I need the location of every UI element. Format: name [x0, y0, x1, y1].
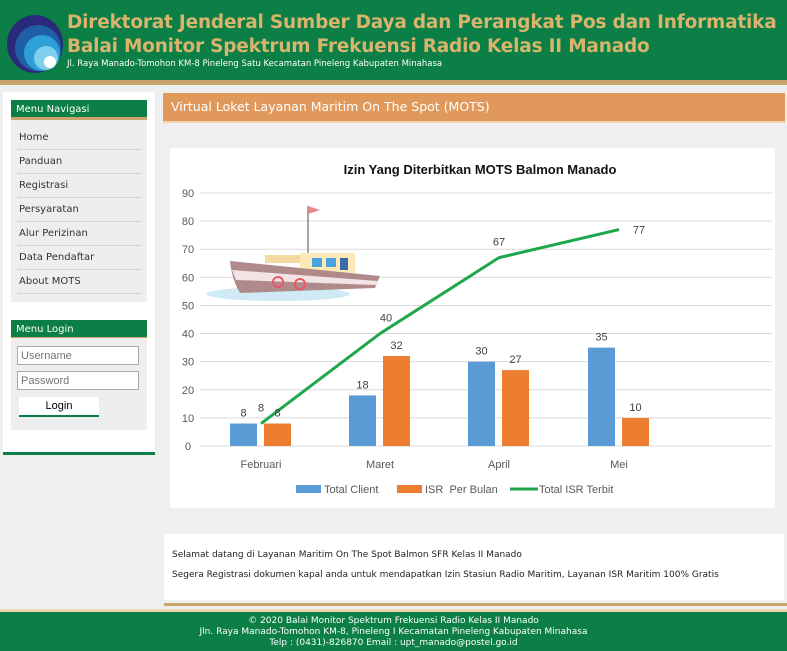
password-input[interactable]	[17, 371, 139, 390]
line-data-label: 8	[258, 403, 264, 415]
nav-menu: Home Panduan Registrasi Persyaratan Alur…	[11, 120, 147, 302]
legend-label: ISR Per Bulan	[425, 484, 498, 496]
login-form: Login	[11, 338, 147, 430]
bar	[264, 423, 291, 446]
data-label: 27	[509, 354, 521, 366]
bar	[502, 370, 529, 446]
data-label: 32	[390, 340, 402, 352]
bar	[468, 361, 495, 446]
chart: Izin Yang Diterbitkan MOTS Balmon Manado…	[182, 162, 772, 496]
boat-illustration	[206, 206, 380, 301]
nav-item-persyaratan[interactable]: Persyaratan	[18, 198, 141, 222]
bar	[383, 356, 410, 446]
line-data-label: 77	[633, 225, 645, 237]
x-tick-label: Februari	[241, 459, 282, 471]
bar	[622, 417, 649, 446]
header-address: Jl. Raya Manado-Tomohon KM-8 Pineleng Sa…	[67, 59, 443, 69]
nav-menu-title: Menu Navigasi	[11, 100, 147, 120]
line-data-label: 67	[493, 237, 505, 249]
welcome-panel: Selamat datang di Layanan Maritim On The…	[164, 534, 784, 600]
legend-label: Total ISR Terbit	[539, 484, 613, 496]
y-tick-label: 40	[182, 329, 194, 341]
y-tick-label: 70	[182, 244, 194, 256]
y-tick-label: 80	[182, 216, 194, 228]
data-label: 8	[240, 408, 246, 420]
data-label: 8	[274, 408, 280, 420]
login-button[interactable]: Login	[19, 397, 99, 417]
kominfo-logo	[7, 15, 63, 73]
footer-copyright: © 2020 Balai Monitor Spektrum Frekuensi …	[248, 616, 539, 626]
data-label: 10	[629, 402, 641, 414]
site-header: Direktorat Jenderal Sumber Daya dan Pera…	[0, 0, 787, 85]
info-text: Segera Registrasi dokumen kapal anda unt…	[172, 570, 719, 580]
nav-item-about-mots[interactable]: About MOTS	[18, 270, 141, 294]
y-tick-label: 20	[182, 385, 194, 397]
nav-item-registrasi[interactable]: Registrasi	[18, 174, 141, 198]
legend-swatch	[296, 485, 321, 493]
sidebar: Menu Navigasi Home Panduan Registrasi Pe…	[3, 92, 155, 455]
header-title-2: Balai Monitor Spektrum Frekuensi Radio K…	[67, 36, 650, 57]
bar	[588, 347, 615, 446]
y-tick-label: 0	[185, 441, 191, 453]
data-label: 18	[356, 379, 368, 391]
footer: © 2020 Balai Monitor Spektrum Frekuensi …	[0, 609, 787, 651]
nav-item-alur-perizinan[interactable]: Alur Perizinan	[18, 222, 141, 246]
page-title: Virtual Loket Layanan Maritim On The Spo…	[163, 93, 785, 123]
y-tick-label: 10	[182, 413, 194, 425]
nav-item-panduan[interactable]: Panduan	[18, 150, 141, 174]
data-label: 30	[475, 346, 487, 358]
y-tick-label: 90	[182, 188, 194, 200]
y-tick-label: 50	[182, 300, 194, 312]
legend-swatch	[397, 485, 422, 493]
bar	[230, 423, 257, 446]
line-series	[260, 228, 620, 425]
footer-contact: Telp : (0431)-826870 Email : upt_manado@…	[269, 638, 518, 648]
chart-panel: Izin Yang Diterbitkan MOTS Balmon Manado…	[170, 148, 775, 508]
line-data-label: 40	[380, 313, 392, 325]
header-title-1: Direktorat Jenderal Sumber Daya dan Pera…	[67, 12, 777, 33]
bar	[349, 395, 376, 446]
x-tick-label: Mei	[610, 459, 628, 471]
divider	[164, 603, 787, 606]
nav-item-home[interactable]: Home	[18, 126, 141, 150]
footer-address: Jln. Raya Manado-Tomohon KM-8, Pineleng …	[199, 627, 588, 637]
nav-item-data-pendaftar[interactable]: Data Pendaftar	[18, 246, 141, 270]
x-tick-label: Maret	[366, 459, 394, 471]
y-tick-label: 60	[182, 272, 194, 284]
login-menu-title: Menu Login	[11, 320, 147, 340]
legend-label: Total Client	[324, 484, 378, 496]
x-tick-label: April	[488, 459, 510, 471]
chart-title: Izin Yang Diterbitkan MOTS Balmon Manado	[344, 162, 617, 177]
y-tick-label: 30	[182, 357, 194, 369]
data-label: 35	[595, 332, 607, 344]
welcome-text: Selamat datang di Layanan Maritim On The…	[172, 550, 522, 560]
username-input[interactable]	[17, 346, 139, 365]
